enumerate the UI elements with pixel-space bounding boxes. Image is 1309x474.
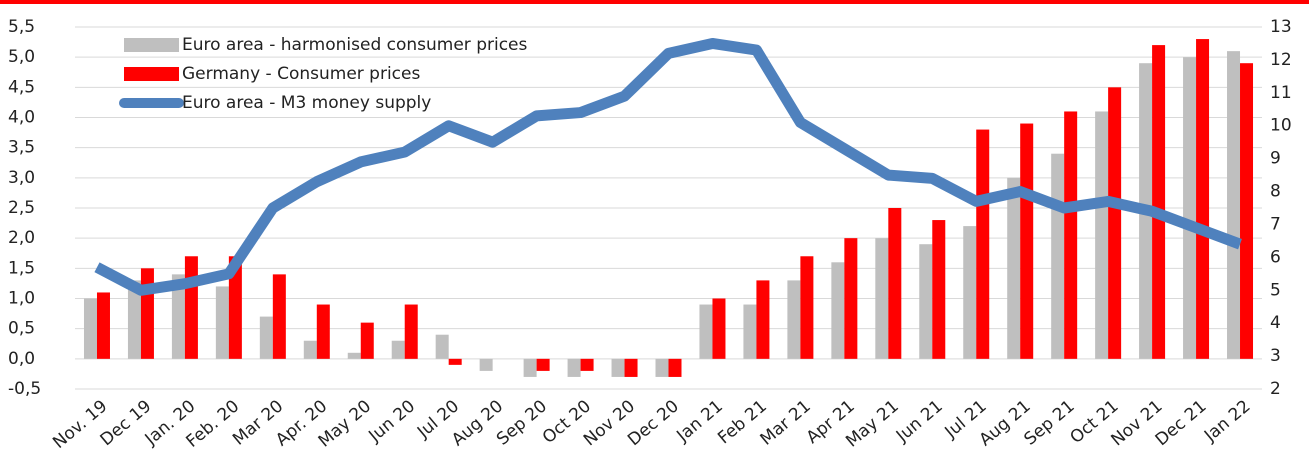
- bar: [800, 256, 814, 359]
- bar: [831, 262, 845, 359]
- bar: [743, 304, 757, 359]
- bar: [140, 268, 154, 359]
- bar: [932, 220, 946, 359]
- x-tick-label: Nov. 19: [49, 396, 111, 453]
- y-tick-label: 0,5: [8, 319, 35, 339]
- y-tick-label: 3,5: [8, 138, 35, 158]
- bar: [875, 238, 889, 359]
- y-tick-label: 0,0: [8, 349, 35, 369]
- bar: [976, 129, 990, 359]
- y2-tick-label: 12: [1270, 50, 1292, 70]
- bar: [215, 286, 229, 359]
- y-tick-label: 5,5: [8, 17, 35, 37]
- y-tick-label: 1,0: [8, 289, 35, 309]
- bar: [536, 358, 550, 371]
- x-tick-label: Sep 20: [493, 396, 551, 449]
- bar: [391, 340, 405, 359]
- bar: [624, 358, 638, 377]
- bar: [580, 358, 594, 371]
- x-tick-label: Sep 21: [1020, 396, 1078, 449]
- y2-tick-label: 9: [1270, 149, 1281, 169]
- top-banner: [0, 0, 1309, 4]
- bar: [184, 256, 198, 359]
- y-tick-label: 4,0: [8, 108, 35, 128]
- bar: [347, 352, 361, 359]
- x-tick-label: Dec 21: [1152, 396, 1211, 450]
- bar: [611, 358, 625, 377]
- bar: [1183, 57, 1197, 359]
- bar: [787, 280, 801, 359]
- bar: [479, 358, 493, 371]
- bar: [1007, 177, 1021, 359]
- bar: [1152, 45, 1166, 359]
- bar: [919, 244, 933, 359]
- y2-tick-label: 4: [1270, 313, 1281, 333]
- y-tick-label: 2,0: [8, 228, 35, 248]
- bar: [96, 292, 110, 359]
- y2-tick-label: 6: [1270, 247, 1281, 267]
- y2-tick-label: 8: [1270, 182, 1281, 202]
- bar: [567, 358, 581, 377]
- y2-tick-label: 5: [1270, 280, 1281, 300]
- bar: [360, 322, 374, 359]
- y2-tick-label: 2: [1270, 379, 1281, 399]
- y-tick-label: -0,5: [8, 379, 41, 399]
- bar: [228, 256, 242, 359]
- bar: [272, 274, 286, 359]
- bar: [1240, 63, 1254, 359]
- x-tick-label: Dec 19: [97, 396, 156, 450]
- y-tick-label: 1,5: [8, 258, 35, 278]
- bar: [83, 298, 97, 359]
- bar: [1064, 111, 1078, 359]
- x-tick-label: Jan 22: [1200, 396, 1254, 446]
- bar: [1095, 111, 1109, 359]
- y-tick-label: 4,5: [8, 77, 35, 97]
- y-tick-label: 2,5: [8, 198, 35, 218]
- bar: [303, 340, 317, 359]
- bar: [127, 280, 141, 359]
- bar: [259, 316, 273, 359]
- bar: [1227, 51, 1241, 359]
- bar: [963, 226, 977, 359]
- y-tick-label: 5,0: [8, 47, 35, 67]
- legend-label: Germany - Consumer prices: [182, 64, 420, 84]
- bar: [1020, 123, 1034, 359]
- line-series: [94, 37, 1242, 296]
- bar: [655, 358, 669, 377]
- bar: [448, 358, 462, 365]
- legend-label: Euro area - harmonised consumer prices: [182, 35, 528, 55]
- bar: [435, 334, 449, 359]
- bar: [756, 280, 770, 359]
- legend-label: Euro area - M3 money supply: [182, 93, 431, 113]
- y2-tick-label: 10: [1270, 116, 1292, 136]
- y2-tick-label: 3: [1270, 346, 1281, 366]
- bar: [1196, 39, 1210, 359]
- bar: [171, 274, 185, 359]
- bar: [523, 358, 537, 377]
- bar: [1051, 153, 1065, 359]
- legend-swatch: [124, 67, 179, 81]
- y2-tick-label: 11: [1270, 83, 1292, 103]
- bar: [404, 304, 418, 359]
- y2-tick-label: 13: [1270, 17, 1292, 37]
- x-tick-label: Jun 20: [364, 396, 419, 446]
- bar: [316, 304, 330, 359]
- y2-tick-label: 7: [1270, 214, 1281, 234]
- bar: [668, 358, 682, 377]
- x-tick-label: Jun 21: [892, 396, 947, 446]
- bar: [1108, 87, 1122, 359]
- bar: [712, 298, 726, 359]
- bar: [888, 208, 902, 359]
- bar: [844, 238, 858, 359]
- legend-swatch: [124, 38, 179, 52]
- x-tick-label: Mar 21: [757, 396, 815, 449]
- bar: [699, 304, 713, 359]
- y-tick-label: 3,0: [8, 168, 35, 188]
- x-tick-label: Dec 20: [624, 396, 683, 450]
